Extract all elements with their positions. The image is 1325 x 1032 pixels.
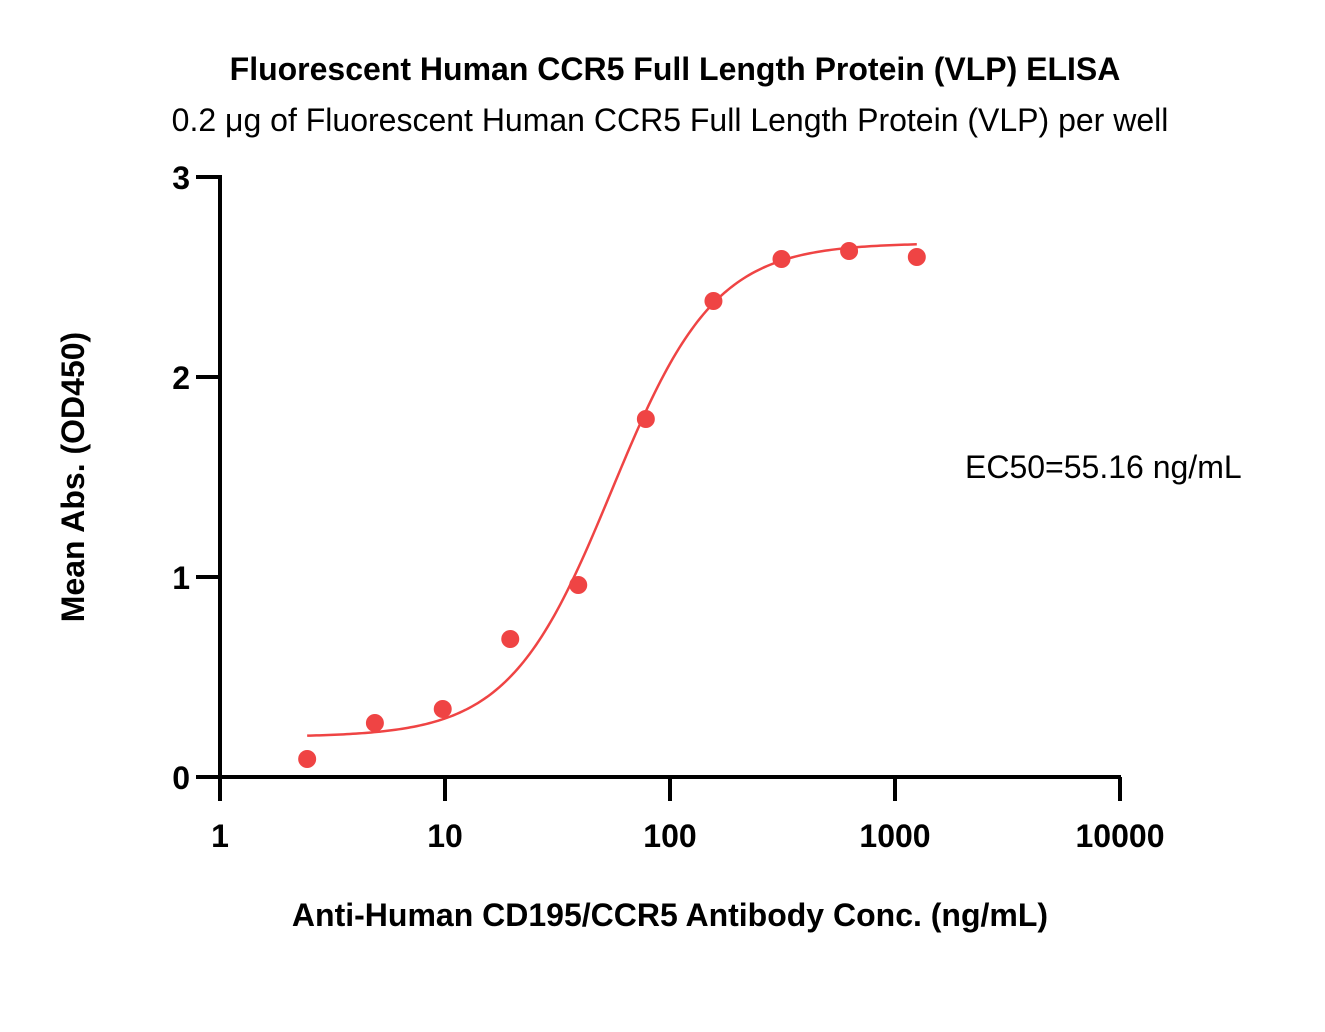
data-point [907, 248, 926, 266]
data-points [298, 242, 926, 768]
y-axis-label: Mean Abs. (OD450) [55, 332, 91, 622]
x-tick-label: 100 [643, 818, 696, 854]
x-tick-label: 10000 [1076, 818, 1165, 854]
x-tick-label: 10 [427, 818, 463, 854]
y-tick-label: 2 [172, 360, 190, 396]
y-ticks: 0 1 2 3 [172, 160, 220, 796]
data-point [636, 410, 655, 428]
ec50-annotation: EC50=55.16 ng/mL [965, 449, 1242, 485]
data-point [298, 750, 317, 768]
fit-curve [307, 243, 917, 737]
data-point [704, 292, 723, 310]
y-tick-label: 3 [172, 160, 190, 196]
data-point [501, 630, 520, 648]
x-tick-label: 1000 [859, 818, 930, 854]
x-tick-label: 1 [211, 818, 229, 854]
chart-title: Fluorescent Human CCR5 Full Length Prote… [230, 51, 1121, 87]
data-point [433, 700, 452, 718]
data-point [365, 714, 384, 732]
y-tick-label: 0 [172, 760, 190, 796]
chart-subtitle: 0.2 μg of Fluorescent Human CCR5 Full Le… [172, 102, 1169, 138]
data-point [772, 250, 791, 268]
y-tick-label: 1 [172, 560, 190, 596]
x-ticks: 1 10 100 1000 10000 [211, 777, 1164, 854]
x-axis-label: Anti-Human CD195/CCR5 Antibody Conc. (ng… [292, 897, 1048, 933]
data-point [840, 242, 859, 260]
data-point [569, 576, 588, 594]
